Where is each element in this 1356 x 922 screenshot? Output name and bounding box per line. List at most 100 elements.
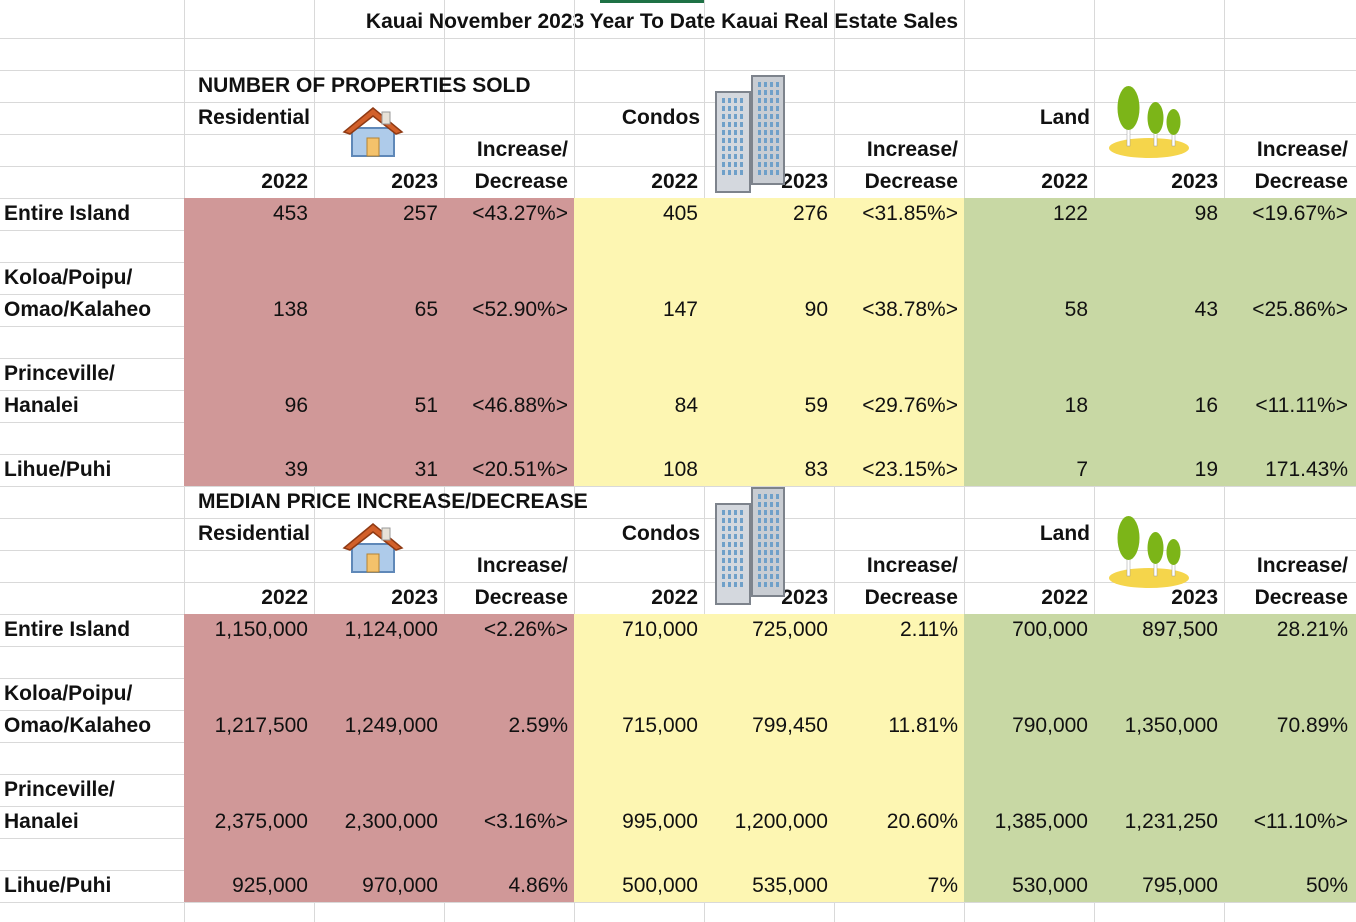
table-cell: 147 [662, 298, 698, 321]
category-label: Land [1039, 106, 1090, 129]
table-cell: 59 [804, 394, 828, 417]
category-label: Land [1039, 522, 1090, 545]
table-cell: 58 [1064, 298, 1088, 321]
grid-row-line [0, 102, 1356, 103]
condos-band [574, 614, 964, 902]
year-2022-header: 2022 [651, 170, 698, 193]
area-label: Princeville/ [4, 778, 115, 801]
land-band [964, 614, 1356, 902]
grid-row-line [0, 902, 1356, 903]
table-cell: 500,000 [622, 874, 698, 897]
table-cell: 1,350,000 [1124, 714, 1218, 737]
table-cell: 83 [804, 458, 828, 481]
table-cell: 90 [804, 298, 828, 321]
table-cell: 725,000 [752, 618, 828, 641]
land-band [964, 198, 1356, 486]
buildings-icon [712, 482, 788, 606]
table-cell: <3.16%> [483, 810, 568, 833]
house-icon [338, 520, 408, 576]
table-cell: 1,124,000 [344, 618, 438, 641]
year-2022-header: 2022 [651, 586, 698, 609]
area-label-line2: Hanalei [4, 810, 79, 833]
area-label: Lihue/Puhi [4, 458, 112, 481]
table-cell: <46.88%> [472, 394, 568, 417]
table-cell: <23.15%> [862, 458, 958, 481]
area-label-line2: Hanalei [4, 394, 79, 417]
table-cell: 795,000 [1142, 874, 1218, 897]
table-cell: 1,249,000 [344, 714, 438, 737]
grid-row-line [0, 38, 1356, 39]
table-cell: 19 [1194, 458, 1218, 481]
buildings-icon [712, 70, 788, 194]
table-cell: 18 [1064, 394, 1088, 417]
table-cell: 39 [284, 458, 308, 481]
table-cell: 897,500 [1142, 618, 1218, 641]
area-label: Lihue/Puhi [4, 874, 112, 897]
table-cell: 700,000 [1012, 618, 1088, 641]
table-cell: 4.86% [508, 874, 568, 897]
area-label: Entire Island [4, 618, 131, 641]
table-cell: 51 [414, 394, 438, 417]
change-header-1: Increase/ [866, 554, 958, 577]
change-header-1: Increase/ [1256, 138, 1348, 161]
change-header-2: Decrease [1254, 170, 1348, 193]
change-header-2: Decrease [474, 586, 568, 609]
table-cell: 925,000 [232, 874, 308, 897]
change-header-2: Decrease [474, 170, 568, 193]
change-header-2: Decrease [864, 586, 958, 609]
house-icon [338, 104, 408, 160]
table-cell: 2,375,000 [214, 810, 308, 833]
table-cell: <43.27%> [472, 202, 568, 225]
table-cell: 28.21% [1276, 618, 1348, 641]
table-cell: 970,000 [362, 874, 438, 897]
year-2023-header: 2023 [1171, 170, 1218, 193]
table-cell: 535,000 [752, 874, 828, 897]
grid-row-line [0, 518, 1356, 519]
grid-row-line [0, 550, 1356, 551]
grid-row-line [0, 134, 1356, 135]
year-2022-header: 2022 [1041, 586, 1088, 609]
area-label: Koloa/Poipu/ [4, 266, 133, 289]
table-cell: 1,217,500 [214, 714, 308, 737]
trees-icon [1106, 76, 1192, 162]
year-2023-header: 2023 [391, 170, 438, 193]
change-header-2: Decrease [864, 170, 958, 193]
area-label: Princeville/ [4, 362, 115, 385]
table-cell: 31 [414, 458, 438, 481]
year-2023-header: 2023 [781, 586, 828, 609]
grid-row-line [0, 166, 1356, 167]
table-cell: 7% [927, 874, 958, 897]
year-2023-header: 2023 [1171, 586, 1218, 609]
table-cell: 96 [284, 394, 308, 417]
table-cell: 138 [272, 298, 308, 321]
change-header-2: Decrease [1254, 586, 1348, 609]
category-label: Residential [197, 106, 310, 129]
table-cell: <19.67%> [1252, 202, 1348, 225]
table-cell: 108 [662, 458, 698, 481]
table-cell: 1,200,000 [734, 810, 828, 833]
trees-icon [1106, 506, 1192, 592]
table-cell: <11.10%> [1253, 810, 1348, 833]
table-cell: 1,231,250 [1124, 810, 1218, 833]
table-cell: <11.11%> [1255, 394, 1348, 417]
table-cell: 405 [662, 202, 698, 225]
table-cell: 7 [1076, 458, 1088, 481]
year-2022-header: 2022 [261, 170, 308, 193]
condos-band [574, 198, 964, 486]
grid-row-line [0, 582, 1356, 583]
area-label-line2: Omao/Kalaheo [4, 714, 152, 737]
table-cell: 16 [1194, 394, 1218, 417]
table-cell: <25.86%> [1252, 298, 1348, 321]
table-cell: 122 [1052, 202, 1088, 225]
table-cell: 2,300,000 [344, 810, 438, 833]
table-cell: 50% [1305, 874, 1348, 897]
residential-band [184, 198, 574, 486]
table-cell: 2.11% [900, 618, 958, 641]
year-2022-header: 2022 [1041, 170, 1088, 193]
table-cell: 70.89% [1276, 714, 1348, 737]
grid-row-line [0, 70, 1356, 71]
category-label: Condos [621, 522, 700, 545]
table-cell: 171.43% [1265, 458, 1348, 481]
table-cell: 799,450 [752, 714, 828, 737]
